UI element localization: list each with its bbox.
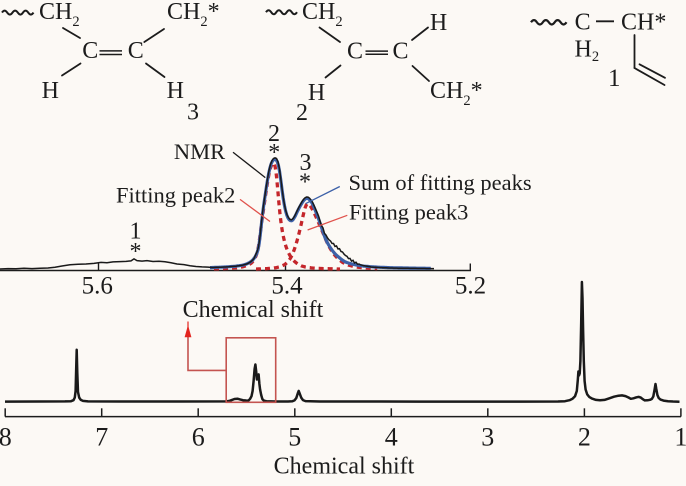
svg-text:1: 1	[674, 423, 686, 452]
svg-text:5: 5	[288, 423, 301, 452]
svg-text:H: H	[42, 78, 59, 104]
svg-text:H: H	[430, 10, 447, 36]
svg-text:Chemical shift: Chemical shift	[183, 297, 324, 323]
svg-text:CH*: CH*	[621, 9, 666, 35]
svg-text:2: 2	[268, 121, 280, 147]
svg-text:7: 7	[95, 423, 108, 452]
svg-text:3: 3	[481, 423, 494, 452]
svg-text:C: C	[347, 39, 363, 65]
svg-text:Fitting peak3: Fitting peak3	[349, 199, 468, 224]
svg-text:Chemical shift: Chemical shift	[274, 453, 415, 479]
svg-text:H2: H2	[575, 36, 600, 65]
svg-text:3: 3	[187, 100, 199, 126]
svg-text:4: 4	[385, 423, 398, 452]
svg-text:*: *	[268, 140, 280, 166]
svg-text:C: C	[575, 9, 591, 35]
svg-text:6: 6	[192, 423, 205, 452]
svg-text:5.4: 5.4	[271, 273, 303, 300]
svg-text:NMR: NMR	[174, 139, 225, 164]
svg-text:C: C	[128, 38, 144, 64]
svg-text:*: *	[130, 239, 142, 265]
svg-text:Sum of fitting peaks: Sum of fitting peaks	[349, 170, 532, 195]
svg-text:1: 1	[130, 218, 142, 244]
svg-text:5.2: 5.2	[455, 273, 486, 300]
svg-text:1: 1	[608, 65, 621, 92]
svg-text:8: 8	[0, 423, 12, 452]
svg-text:H: H	[308, 80, 325, 106]
svg-text:C: C	[82, 38, 98, 64]
svg-text:C: C	[392, 39, 408, 65]
svg-text:2: 2	[296, 100, 308, 126]
svg-text:2: 2	[578, 423, 591, 452]
svg-text:5.6: 5.6	[82, 273, 113, 300]
svg-text:Fitting peak2: Fitting peak2	[116, 182, 235, 207]
svg-text:*: *	[299, 170, 311, 196]
svg-text:H: H	[167, 78, 184, 104]
svg-text:3: 3	[300, 150, 312, 176]
